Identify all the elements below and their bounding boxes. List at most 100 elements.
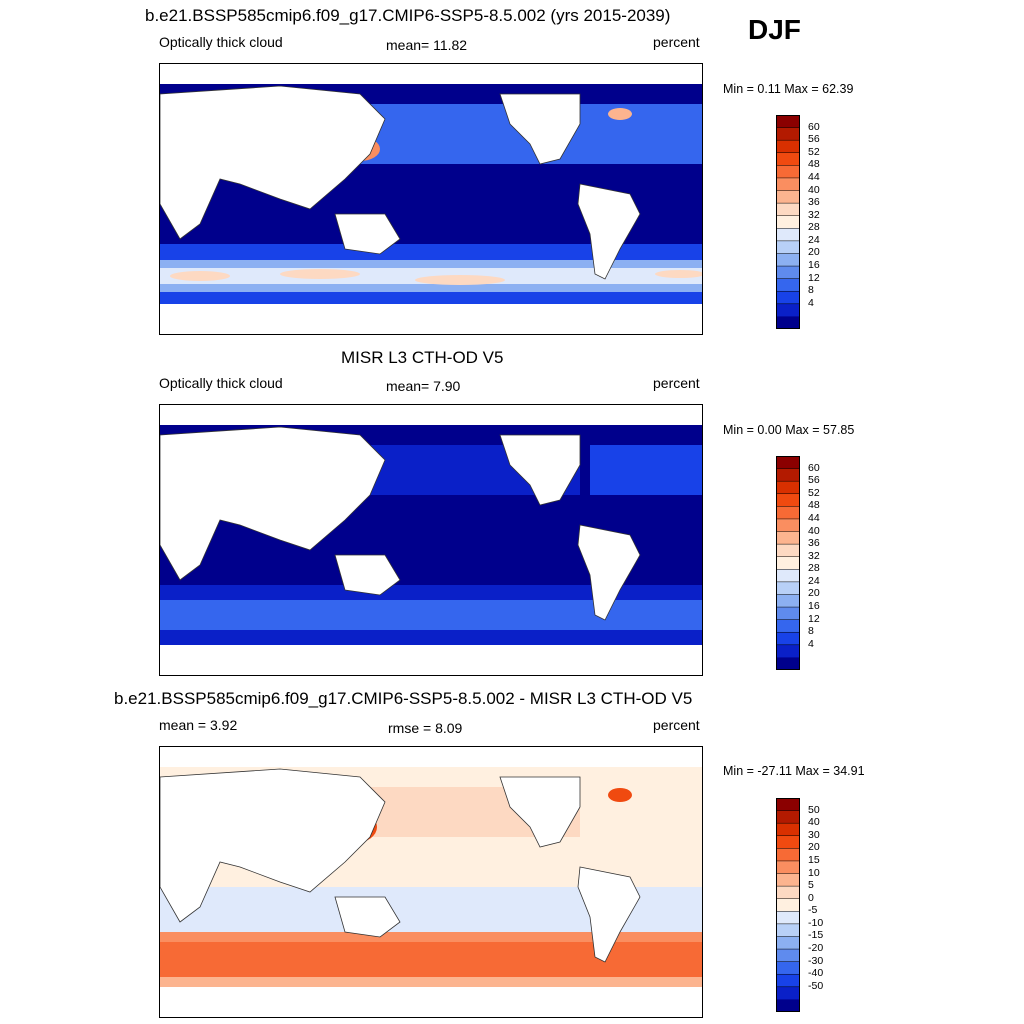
colorbar-tick-label: 5 bbox=[808, 879, 814, 892]
colorbar-swatch bbox=[776, 506, 800, 520]
colorbar-swatch bbox=[776, 556, 800, 570]
colorbar-swatch bbox=[776, 974, 800, 988]
colorbar-swatch bbox=[776, 152, 800, 166]
panel2-map bbox=[159, 404, 703, 676]
colorbar-swatch bbox=[776, 936, 800, 950]
colorbar-swatch bbox=[776, 898, 800, 912]
colorbar-tick-label: 40 bbox=[808, 183, 820, 196]
colorbar-tick-label: -5 bbox=[808, 904, 818, 917]
panel1-title: b.e21.BSSP585cmip6.f09_g17.CMIP6-SSP5-8.… bbox=[145, 6, 671, 25]
colorbar-swatch bbox=[776, 215, 800, 229]
panel1-colorbar-swatches bbox=[776, 115, 800, 330]
colorbar-swatch bbox=[776, 961, 800, 975]
colorbar-tick-label: -30 bbox=[808, 954, 824, 967]
colorbar-tick-label: 20 bbox=[808, 246, 820, 259]
panel2-map-field bbox=[160, 405, 702, 675]
colorbar-tick-label: 4 bbox=[808, 637, 814, 650]
colorbar-tick-label: 36 bbox=[808, 537, 820, 550]
season-label: DJF bbox=[748, 14, 801, 45]
colorbar-tick-label: 40 bbox=[808, 524, 820, 537]
colorbar-tick-label: 52 bbox=[808, 145, 820, 158]
colorbar-swatch bbox=[776, 316, 800, 330]
panel2-mean-label: mean= 7.90 bbox=[386, 378, 461, 394]
colorbar-swatch bbox=[776, 594, 800, 608]
panel2-variable-label: Optically thick cloud bbox=[159, 375, 283, 391]
colorbar-swatch bbox=[776, 240, 800, 254]
colorbar-swatch bbox=[776, 999, 800, 1013]
panel2-colorbar: 60 56 52 48 44 40 36 32 28 24 20 16 12 8 4 bbox=[776, 456, 820, 675]
panel1-variable-label: Optically thick cloud bbox=[159, 34, 283, 50]
panel3-title: b.e21.BSSP585cmip6.f09_g17.CMIP6-SSP5-8.… bbox=[114, 689, 693, 708]
panel1-colorbar: 60 56 52 48 44 40 36 32 28 24 20 16 12 8 4 bbox=[776, 115, 820, 334]
colorbar-tick-label: 8 bbox=[808, 284, 814, 297]
colorbar-tick-label: 30 bbox=[808, 828, 820, 841]
colorbar-tick-label: 28 bbox=[808, 562, 820, 575]
panel1-map bbox=[159, 63, 703, 335]
colorbar-swatch bbox=[776, 266, 800, 280]
colorbar-tick-label: 24 bbox=[808, 574, 820, 587]
colorbar-tick-label: 32 bbox=[808, 208, 820, 221]
colorbar-swatch bbox=[776, 544, 800, 558]
panel3-units-label: percent bbox=[653, 717, 700, 733]
colorbar-swatch bbox=[776, 493, 800, 507]
colorbar-swatch bbox=[776, 177, 800, 192]
colorbar-swatch bbox=[776, 569, 800, 583]
colorbar-tick-label: 8 bbox=[808, 625, 814, 638]
panel3-map bbox=[159, 746, 703, 1018]
colorbar-swatch bbox=[776, 531, 800, 545]
colorbar-swatch bbox=[776, 632, 800, 646]
colorbar-tick-label: 12 bbox=[808, 271, 820, 284]
panel1-units-label: percent bbox=[653, 34, 700, 50]
colorbar-border bbox=[776, 456, 800, 670]
colorbar-tick-label: 24 bbox=[808, 233, 820, 246]
colorbar-swatch bbox=[776, 886, 800, 900]
colorbar-swatch bbox=[776, 848, 800, 862]
colorbar-swatch bbox=[776, 798, 800, 812]
panel2-title: MISR L3 CTH-OD V5 bbox=[341, 348, 504, 367]
colorbar-tick-label: 40 bbox=[808, 816, 820, 829]
colorbar-swatch bbox=[776, 127, 800, 141]
colorbar-tick-label: 60 bbox=[808, 461, 820, 474]
colorbar-tick-label: 4 bbox=[808, 296, 814, 309]
panel3-rmse-label: rmse = 8.09 bbox=[388, 720, 463, 736]
colorbar-tick-label: 10 bbox=[808, 866, 820, 879]
panel1-map-field bbox=[160, 64, 702, 334]
colorbar-swatch bbox=[776, 303, 800, 317]
colorbar-tick-label: 60 bbox=[808, 120, 820, 133]
colorbar-tick-label: 20 bbox=[808, 841, 820, 854]
panel1-mean-label: mean= 11.82 bbox=[386, 37, 468, 53]
colorbar-tick-label: 32 bbox=[808, 549, 820, 562]
colorbar-swatch bbox=[776, 644, 800, 658]
colorbar-swatch bbox=[776, 911, 800, 925]
colorbar-swatch bbox=[776, 986, 800, 1000]
colorbar-swatch bbox=[776, 949, 800, 963]
colorbar-swatch bbox=[776, 228, 800, 242]
colorbar-tick-label: 44 bbox=[808, 170, 820, 183]
panel3-colorbar: 50 40 30 20 15 10 5 0 -5 -10 -15 -20 -30 -40 -50 bbox=[776, 798, 823, 1017]
colorbar-tick-label: 16 bbox=[808, 259, 820, 272]
colorbar-tick-label: -40 bbox=[808, 967, 824, 980]
colorbar-swatch bbox=[776, 518, 800, 533]
colorbar-tick-label: -20 bbox=[808, 942, 824, 955]
colorbar-swatch bbox=[776, 253, 800, 267]
colorbar-tick-label: 56 bbox=[808, 133, 820, 146]
colorbar-tick-label: 50 bbox=[808, 803, 820, 816]
colorbar-swatch bbox=[776, 468, 800, 482]
colorbar-swatch bbox=[776, 203, 800, 217]
colorbar-swatch bbox=[776, 657, 800, 671]
colorbar-swatch bbox=[776, 115, 800, 129]
colorbar-swatch bbox=[776, 607, 800, 621]
panel2-units-label: percent bbox=[653, 375, 700, 391]
colorbar-tick-label: 16 bbox=[808, 600, 820, 613]
colorbar-swatch bbox=[776, 581, 800, 595]
colorbar-swatch bbox=[776, 456, 800, 470]
colorbar-tick-label: 12 bbox=[808, 612, 820, 625]
panel3-mean-label: mean = 3.92 bbox=[159, 717, 238, 733]
colorbar-swatch bbox=[776, 860, 800, 875]
colorbar-tick-label: 48 bbox=[808, 499, 820, 512]
colorbar-border bbox=[776, 115, 800, 329]
colorbar-tick-label: 44 bbox=[808, 511, 820, 524]
colorbar-swatch bbox=[776, 140, 800, 154]
colorbar-swatch bbox=[776, 923, 800, 937]
colorbar-tick-label: 0 bbox=[808, 891, 814, 904]
